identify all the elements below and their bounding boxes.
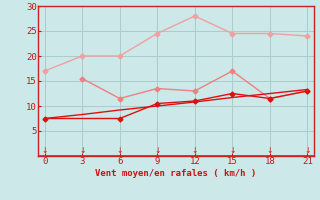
Text: ↓: ↓ — [267, 146, 273, 155]
Text: ↓: ↓ — [79, 146, 85, 155]
Text: ↓: ↓ — [116, 146, 123, 155]
Text: ↓: ↓ — [154, 146, 160, 155]
X-axis label: Vent moyen/en rafales ( km/h ): Vent moyen/en rafales ( km/h ) — [95, 169, 257, 178]
Text: ↓: ↓ — [42, 146, 48, 155]
Text: ↓: ↓ — [229, 146, 236, 155]
Text: ↓: ↓ — [304, 146, 310, 155]
Text: ↓: ↓ — [192, 146, 198, 155]
